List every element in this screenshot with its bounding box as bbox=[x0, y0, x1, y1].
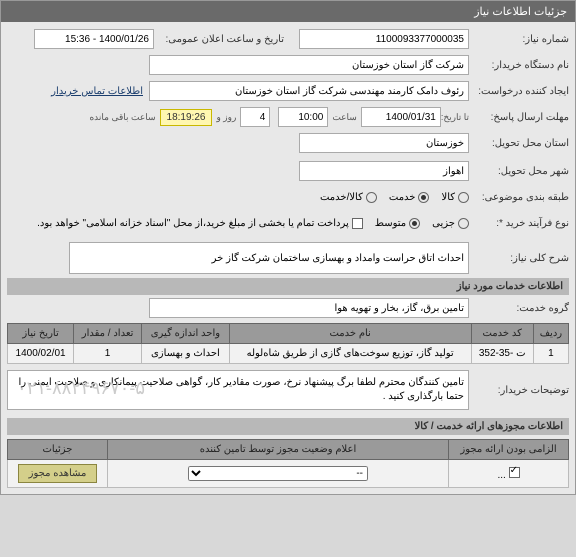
buyer-note-label: توضیحات خریدار: bbox=[469, 385, 569, 396]
remain-time: 18:19:26 bbox=[160, 109, 213, 126]
checkbox-treasury[interactable]: پرداخت تمام یا بخشی از مبلغ خرید،از محل … bbox=[37, 218, 363, 229]
process-label: نوع فرآیند خرید *: bbox=[469, 218, 569, 229]
group-label: گروه خدمت: bbox=[469, 303, 569, 314]
remain-lbl: ساعت باقی مانده bbox=[89, 112, 155, 123]
city-label: شهر محل تحویل: bbox=[469, 166, 569, 177]
creator: رئوف دامک کارمند مهندسی شرکت گاز استان خ… bbox=[149, 81, 469, 101]
checkbox-icon bbox=[509, 467, 520, 478]
province: خوزستان bbox=[299, 133, 469, 153]
buyer-note: تامین کنندگان محترم لطفا برگ پیشنهاد نرخ… bbox=[7, 370, 469, 410]
desc-label: شرح کلی نیاز: bbox=[469, 253, 569, 264]
status-select[interactable]: -- bbox=[188, 466, 368, 481]
radio-goods[interactable]: کالا bbox=[441, 192, 469, 203]
contact-link[interactable]: اطلاعات تماس خریدار bbox=[51, 86, 143, 97]
radio-icon bbox=[366, 192, 377, 203]
announce-label: تاریخ و ساعت اعلان عمومی: bbox=[154, 34, 284, 45]
th-code: کد خدمت bbox=[471, 324, 533, 344]
table-row: ... -- مشاهده مجوز bbox=[8, 460, 569, 488]
th-date: تاریخ نیاز bbox=[8, 324, 74, 344]
announce-date: 1400/01/26 - 15:36 bbox=[34, 29, 154, 49]
checkbox-icon bbox=[352, 218, 363, 229]
services-table: ردیف کد خدمت نام خدمت واحد اندازه گیری ت… bbox=[7, 323, 569, 364]
deadline-date: 1400/01/31 bbox=[361, 107, 441, 127]
th-name: نام خدمت bbox=[229, 324, 471, 344]
creator-label: ایجاد کننده درخواست: bbox=[469, 86, 569, 97]
radio-icon bbox=[458, 218, 469, 229]
section-permits: اطلاعات مجوزهای ارائه خدمت / کالا bbox=[7, 418, 569, 435]
remain-days: 4 bbox=[240, 107, 270, 127]
desc-field: احداث اتاق حراست وامداد و بهسازی ساختمان… bbox=[69, 242, 469, 274]
need-no: 1100093377000035 bbox=[299, 29, 469, 49]
radio-medium[interactable]: متوسط bbox=[375, 218, 420, 229]
deadline-date-lbl: تا تاریخ: bbox=[441, 112, 469, 123]
radio-goods-service[interactable]: کالا/خدمت bbox=[320, 192, 377, 203]
radio-service[interactable]: خدمت bbox=[389, 192, 430, 203]
view-permit-button[interactable]: مشاهده مجوز bbox=[18, 464, 98, 483]
radio-icon bbox=[418, 192, 429, 203]
group-field: تامین برق، گاز، بخار و تهویه هوا bbox=[149, 298, 469, 318]
table-row: 1 ت -35-352 تولید گاز، توزیع سوخت‌های گا… bbox=[8, 344, 569, 364]
section-services: اطلاعات خدمات مورد نیاز bbox=[7, 278, 569, 295]
panel-title: جزئیات اطلاعات نیاز bbox=[1, 1, 575, 22]
city: اهواز bbox=[299, 161, 469, 181]
need-no-label: شماره نیاز: bbox=[469, 34, 569, 45]
radio-partial[interactable]: جزیی bbox=[432, 218, 469, 229]
th-details: جزئیات bbox=[8, 440, 108, 460]
category-label: طبقه بندی موضوعی: bbox=[469, 192, 569, 203]
buyer-org-label: نام دستگاه خریدار: bbox=[469, 60, 569, 71]
th-qty: تعداد / مقدار bbox=[74, 324, 142, 344]
th-row: ردیف bbox=[533, 324, 568, 344]
th-unit: واحد اندازه گیری bbox=[142, 324, 230, 344]
th-status: اعلام وضعیت مجوز توسط تامین کننده bbox=[108, 440, 449, 460]
deadline-time: 10:00 bbox=[278, 107, 328, 127]
radio-icon bbox=[458, 192, 469, 203]
radio-icon bbox=[409, 218, 420, 229]
deadline-label: مهلت ارسال پاسخ: bbox=[469, 112, 569, 123]
th-required: الزامی بودن ارائه مجوز bbox=[449, 440, 569, 460]
permits-table: الزامی بودن ارائه مجوز اعلام وضعیت مجوز … bbox=[7, 439, 569, 488]
buyer-org: شرکت گاز استان خوزستان bbox=[149, 55, 469, 75]
remain-days-lbl: روز و bbox=[216, 112, 236, 123]
deadline-time-lbl: ساعت bbox=[332, 112, 357, 123]
province-label: استان محل تحویل: bbox=[469, 138, 569, 149]
